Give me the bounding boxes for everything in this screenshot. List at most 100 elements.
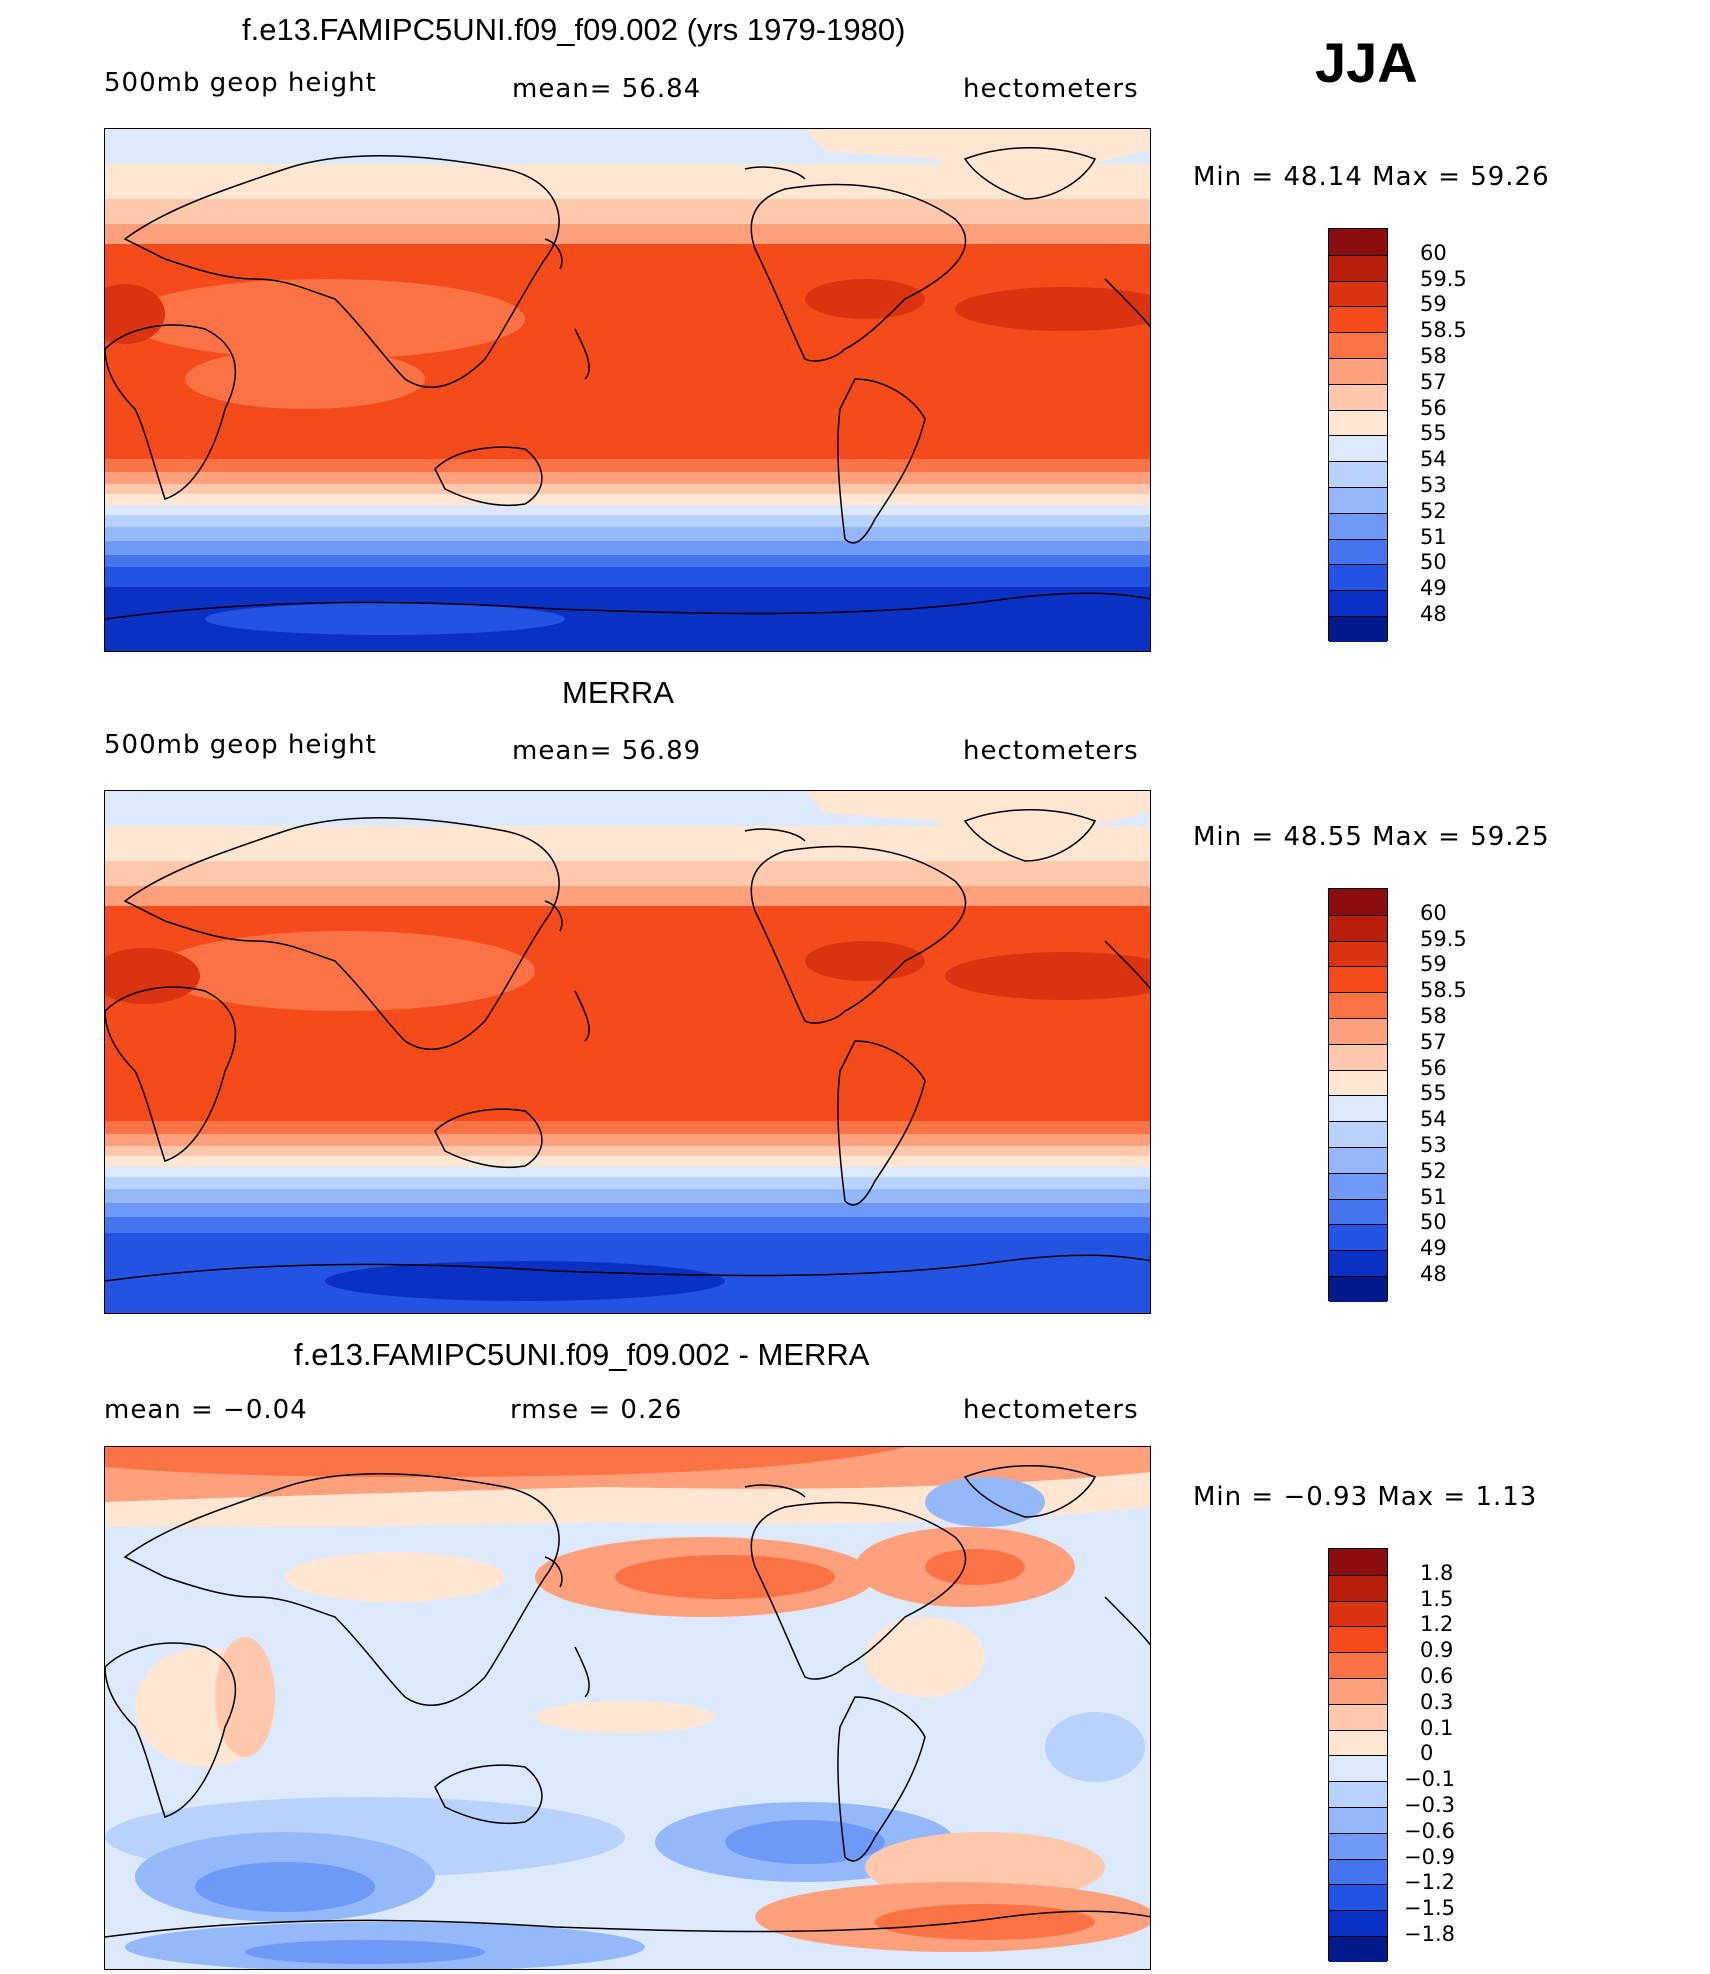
panel-1-variable-label: 500mb geop height [104,68,377,98]
colorbar-swatch [1329,1250,1387,1276]
colorbar-swatch [1329,306,1387,333]
colorbar-label: 55 [1420,421,1447,446]
panel-2-mean-label: mean= 56.89 [512,736,702,766]
colorbar-label: 60 [1420,900,1447,925]
colorbar-label: 56 [1420,1055,1447,1080]
colorbar-swatch [1329,487,1387,513]
colorbar-swatch [1329,1121,1387,1147]
colorbar-swatch [1329,1884,1387,1911]
colorbar-swatch [1329,1832,1387,1859]
colorbar-swatch [1329,358,1387,384]
colorbar-box [1328,888,1388,1302]
colorbar-label: 49 [1420,576,1447,601]
colorbar-label: 48 [1420,1262,1447,1286]
colorbar-label: 1.2 [1420,1612,1454,1637]
colorbar-swatch [1329,383,1387,410]
colorbar-swatch [1329,914,1387,941]
colorbar-label: −1.8 [1404,1922,1455,1946]
colorbar-label: 58 [1420,344,1447,368]
colorbar-swatch [1329,332,1387,358]
colorbar-label: 50 [1420,550,1447,575]
colorbar-swatch [1329,1729,1387,1756]
colorbar-label: 59 [1420,292,1447,317]
colorbar-label: 59.5 [1420,266,1467,291]
colorbar-label: 54 [1420,1107,1447,1132]
colorbar-label: 52 [1420,498,1447,523]
colorbar-label: −1.2 [1404,1870,1455,1895]
colorbar-label: −1.5 [1404,1896,1455,1921]
colorbar-swatch [1329,1936,1387,1962]
colorbar-label: 49 [1420,1236,1447,1261]
colorbar-label: −0.3 [1404,1793,1455,1817]
colorbar-box [1328,228,1388,642]
merra-map [104,790,1151,1314]
colorbar-label: 0.6 [1420,1664,1454,1688]
colorbar-swatch [1329,1147,1387,1173]
panel-1-title: f.e13.FAMIPC5UNI.f09_f09.002 (yrs 1979-1… [242,12,906,47]
colorbar-label: 57 [1420,369,1447,394]
colorbar-swatch [1329,1678,1387,1704]
colorbar-label: 57 [1420,1029,1447,1054]
merra-map-svg [105,791,1150,1313]
colorbar-label: 60 [1420,240,1447,265]
colorbar-swatch [1329,1018,1387,1044]
panel-3-mean-label: mean = −0.04 [104,1395,308,1425]
colorbar-swatch [1329,1276,1387,1302]
colorbar-label: 51 [1420,1184,1447,1209]
colorbar-swatch [1329,1198,1387,1225]
colorbar-swatch [1329,1095,1387,1122]
colorbar-label: 0.1 [1420,1715,1454,1740]
colorbar-label: 50 [1420,1210,1447,1235]
colorbar-swatch [1329,254,1387,281]
panel-1-units-label: hectometers [963,74,1139,104]
colorbar-swatch [1329,512,1387,539]
colorbar-label: 56 [1420,395,1447,420]
colorbar-label: 0.9 [1420,1638,1454,1663]
panel-3-rmse-label: rmse = 0.26 [510,1395,683,1425]
colorbar-label: 55 [1420,1081,1447,1106]
colorbar-swatch [1329,229,1387,255]
colorbar-label: 58 [1420,1004,1447,1028]
colorbar-swatch [1329,538,1387,565]
colorbar-box [1328,1548,1388,1962]
colorbar-swatch [1329,1224,1387,1251]
difference-map-svg [105,1447,1150,1969]
colorbar-label: 58.5 [1420,978,1467,1003]
colorbar-swatch [1329,992,1387,1018]
colorbar-swatch [1329,1703,1387,1730]
panel-2-title: MERRA [562,675,674,710]
colorbar-label: 0.3 [1420,1689,1454,1714]
difference-map [104,1446,1151,1970]
colorbar-label: 1.5 [1420,1586,1454,1611]
colorbar-label: −0.6 [1404,1818,1455,1843]
colorbar-swatch [1329,280,1387,307]
panel-1-min-max: Min = 48.14 Max = 59.26 [1193,162,1550,192]
colorbar-label: 51 [1420,524,1447,549]
colorbar-swatch [1329,1069,1387,1096]
panel-3-title: f.e13.FAMIPC5UNI.f09_f09.002 - MERRA [294,1337,870,1372]
panel-2-variable-label: 500mb geop height [104,730,377,760]
colorbar-swatch [1329,1858,1387,1885]
season-label: JJA [1315,31,1418,94]
colorbar-swatch [1329,616,1387,642]
colorbar-label: 53 [1420,473,1447,497]
colorbar-swatch [1329,1549,1387,1575]
colorbar-label: 52 [1420,1158,1447,1183]
colorbar-label: 0 [1420,1741,1434,1766]
panel-3-min-max: Min = −0.93 Max = 1.13 [1193,1482,1538,1512]
colorbar-label: −0.1 [1404,1767,1455,1792]
colorbar-swatch [1329,889,1387,915]
colorbar-swatch [1329,1600,1387,1627]
colorbar-label: 59.5 [1420,926,1467,951]
panel-1-mean-label: mean= 56.84 [512,74,702,104]
colorbar-swatch [1329,1755,1387,1782]
panel-2-units-label: hectometers [963,736,1139,766]
colorbar-label: 58.5 [1420,318,1467,343]
colorbar-label: 53 [1420,1133,1447,1157]
model-map [104,128,1151,652]
colorbar-swatch [1329,1781,1387,1807]
colorbar-swatch [1329,1043,1387,1070]
colorbar-swatch [1329,564,1387,591]
colorbar-swatch [1329,1626,1387,1653]
colorbar-swatch [1329,1172,1387,1199]
